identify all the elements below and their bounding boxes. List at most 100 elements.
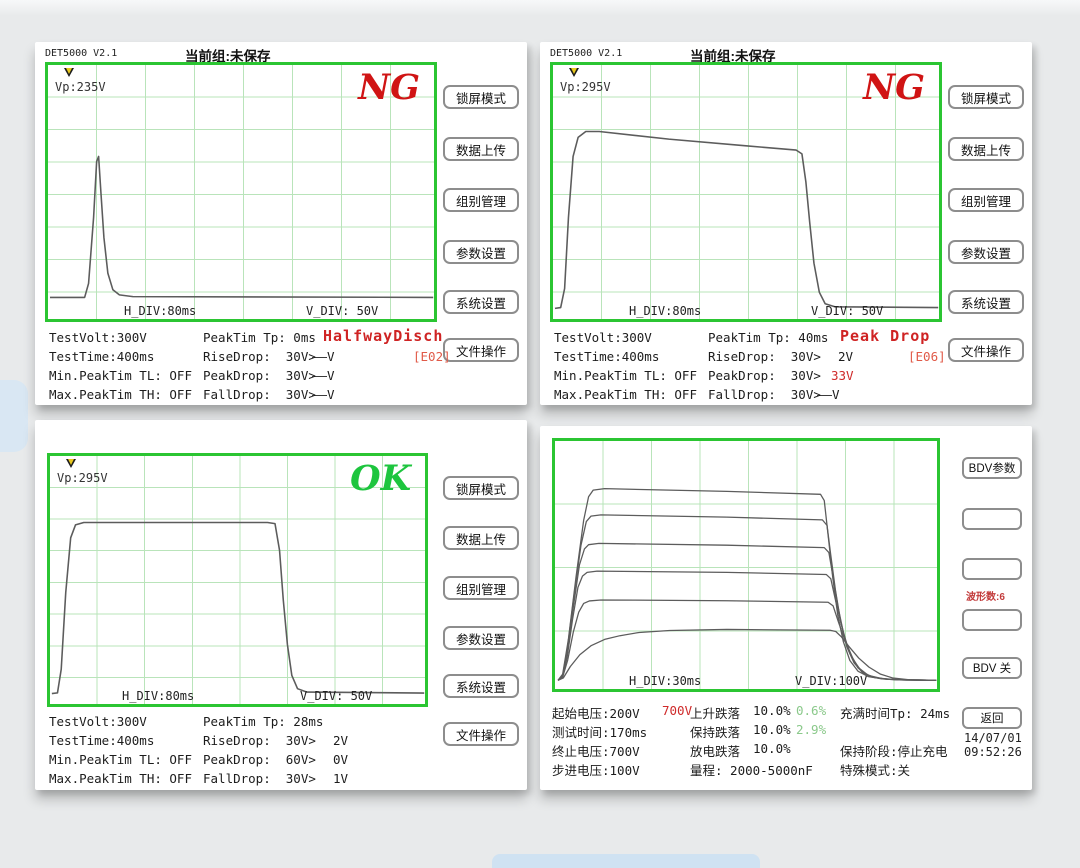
panel-top-right: DET5000 V2.1 当前组:未保存 Vp:295V NG H_DIV:80… xyxy=(540,42,1032,405)
parameter-settings-button[interactable]: 参数设置 xyxy=(948,240,1024,264)
error-code: [E02] xyxy=(413,349,451,364)
param-text: 终止电压:700V xyxy=(552,744,640,759)
v-div-label: V_DIV:100V xyxy=(795,674,868,688)
bdv-params-button[interactable]: BDV参数 xyxy=(962,457,1022,479)
param-text: Max.PeakTim TH: OFF xyxy=(49,387,192,402)
param-text: TestVolt:300V xyxy=(49,330,147,345)
step-300V xyxy=(557,599,937,681)
param-text: RiseDrop: 30V> xyxy=(708,349,821,364)
parameter-settings-button[interactable]: 参数设置 xyxy=(443,626,519,650)
time-readout: 09:52:26 xyxy=(964,745,1022,759)
waveform-family-trace xyxy=(557,488,937,681)
param-text: 0.6% xyxy=(796,703,827,718)
parameter-settings-button[interactable]: 参数设置 xyxy=(443,240,519,264)
peak-voltage-readout: Vp:295V xyxy=(560,80,611,94)
peak-voltage-readout: Vp:295V xyxy=(57,471,108,485)
data-upload-button[interactable]: 数据上传 xyxy=(443,526,519,550)
group-management-button[interactable]: 组别管理 xyxy=(443,188,519,212)
param-text: TestTime:400ms xyxy=(49,733,155,748)
param-text: FallDrop: 30V> xyxy=(708,387,821,402)
v-div-label: V_DIV: 50V xyxy=(306,304,379,318)
param-text: PeakTim Tp: 40ms xyxy=(708,330,829,345)
system-settings-button[interactable]: 系统设置 xyxy=(443,674,519,698)
v-div-label: V_DIV: 50V xyxy=(811,304,884,318)
param-text: 量程: 2000-5000nF xyxy=(690,763,813,778)
waveform-trace xyxy=(51,521,425,695)
param-text: 保持跌落 xyxy=(690,725,741,740)
panel-bottom-left: Vp:295V OK H_DIV:80ms V_DIV: 50V 锁屏模式 数据… xyxy=(35,420,527,790)
blank-button-1[interactable] xyxy=(962,508,1022,530)
file-operations-button[interactable]: 文件操作 xyxy=(443,338,519,362)
param-text: 2.9% xyxy=(796,722,827,737)
data-upload-button[interactable]: 数据上传 xyxy=(443,137,519,161)
panel-bottom-right: H_DIV:30ms V_DIV:100V BDV参数 波形数:6 BDV 关 … xyxy=(540,426,1032,790)
scope-display: Vp:295V NG H_DIV:80ms V_DIV: 50V xyxy=(550,62,942,322)
test-result-badge: NG xyxy=(358,67,420,108)
param-text: ——V xyxy=(312,368,335,383)
voltage-trace-spike xyxy=(49,155,434,299)
param-text: FallDrop: 30V> xyxy=(203,387,316,402)
background-artifact-bottom xyxy=(492,854,760,868)
param-text: PeakTim Tp: 0ms xyxy=(203,330,316,345)
param-text: 放电跌落 xyxy=(690,744,741,759)
param-text: 33V xyxy=(831,368,854,383)
param-text: 10.0% xyxy=(753,722,791,737)
error-title: HalfwayDisch xyxy=(323,327,444,345)
test-result-badge: NG xyxy=(863,67,925,108)
group-management-button[interactable]: 组别管理 xyxy=(443,576,519,600)
param-text: TestTime:400ms xyxy=(49,349,155,364)
device-model-label: DET5000 V2.1 xyxy=(550,48,623,59)
param-text: 特殊模式:关 xyxy=(840,763,911,778)
param-text: FallDrop: 30V> xyxy=(203,771,316,786)
h-div-label: H_DIV:80ms xyxy=(629,304,702,318)
data-upload-button[interactable]: 数据上传 xyxy=(948,137,1024,161)
lock-screen-mode-button[interactable]: 锁屏模式 xyxy=(948,85,1024,109)
param-text: RiseDrop: 30V> xyxy=(203,349,316,364)
scope-display: Vp:235V NG H_DIV:80ms V_DIV: 50V xyxy=(45,62,437,322)
background-artifact-top xyxy=(0,0,1080,16)
waveform-trace xyxy=(49,155,434,299)
param-text: Min.PeakTim TL: OFF xyxy=(554,368,697,383)
v-div-label: V_DIV: 50V xyxy=(300,689,373,703)
bdv-off-button[interactable]: BDV 关 xyxy=(962,657,1022,679)
param-text: Max.PeakTim TH: OFF xyxy=(554,387,697,402)
param-text: 步进电压:100V xyxy=(552,763,640,778)
param-text: 起始电压:200V xyxy=(552,706,640,721)
group-management-button[interactable]: 组别管理 xyxy=(948,188,1024,212)
param-text: PeakDrop: 30V> xyxy=(708,368,821,383)
blank-button-3[interactable] xyxy=(962,609,1022,631)
test-result-badge: OK xyxy=(350,458,411,499)
h-div-label: H_DIV:30ms xyxy=(629,674,702,688)
param-text: PeakTim Tp: 28ms xyxy=(203,714,324,729)
back-button[interactable]: 返回 xyxy=(962,707,1022,729)
system-settings-button[interactable]: 系统设置 xyxy=(948,290,1024,314)
h-div-label: H_DIV:80ms xyxy=(122,689,195,703)
param-text: 10.0% xyxy=(753,703,791,718)
lock-screen-mode-button[interactable]: 锁屏模式 xyxy=(443,476,519,500)
lock-screen-mode-button[interactable]: 锁屏模式 xyxy=(443,85,519,109)
param-text: 测试时间:170ms xyxy=(552,725,648,740)
error-code: [E06] xyxy=(908,349,946,364)
file-operations-button[interactable]: 文件操作 xyxy=(948,338,1024,362)
file-operations-button[interactable]: 文件操作 xyxy=(443,722,519,746)
param-text: RiseDrop: 30V> xyxy=(203,733,316,748)
blank-button-2[interactable] xyxy=(962,558,1022,580)
device-model-label: DET5000 V2.1 xyxy=(45,48,118,59)
system-settings-button[interactable]: 系统设置 xyxy=(443,290,519,314)
param-text: 700V xyxy=(662,703,693,718)
background-artifact-left xyxy=(0,380,28,452)
param-text: TestVolt:300V xyxy=(554,330,652,345)
voltage-trace-flat-pulse xyxy=(51,521,425,695)
param-text: Min.PeakTim TL: OFF xyxy=(49,368,192,383)
param-text: 保持阶段:停止充电 xyxy=(840,744,948,759)
peak-voltage-readout: Vp:235V xyxy=(55,80,106,94)
error-title: Peak Drop xyxy=(840,327,931,345)
scope-display: H_DIV:30ms V_DIV:100V xyxy=(552,438,940,692)
step-400V xyxy=(557,570,937,681)
panel-top-left: DET5000 V2.1 当前组:未保存 Vp:235V NG H_DIV:80… xyxy=(35,42,527,405)
param-text: PeakDrop: 60V> xyxy=(203,752,316,767)
param-text: 1V xyxy=(333,771,349,786)
trigger-marker-icon xyxy=(66,459,76,468)
param-text: 2V xyxy=(333,733,349,748)
param-text: ——V xyxy=(312,387,335,402)
